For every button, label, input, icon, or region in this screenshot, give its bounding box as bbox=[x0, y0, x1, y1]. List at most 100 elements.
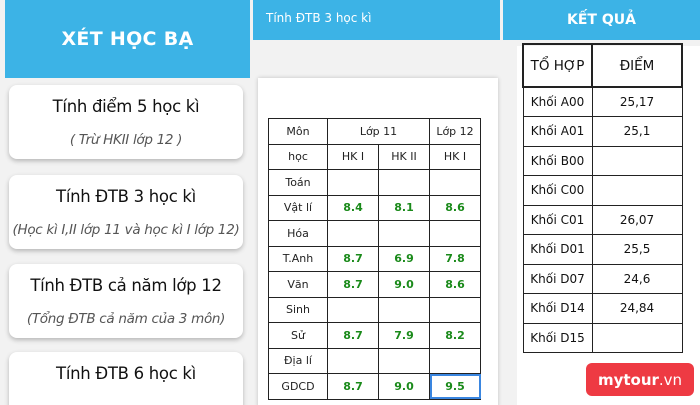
middle-header-title: Tính ĐTB 3 học kì bbox=[253, 0, 500, 40]
card-title: Tính ĐTB 3 học kì bbox=[56, 187, 196, 206]
right-header-title: KẾT QUẢ bbox=[503, 0, 700, 40]
table-row: Địa lí bbox=[268, 347, 481, 374]
subject-label: Sử bbox=[268, 322, 328, 349]
header-lop12-hk1: HK I bbox=[429, 143, 481, 170]
table-row: Khối A00 25,17 bbox=[522, 86, 683, 117]
card-title: Tính điểm 5 học kì bbox=[52, 97, 200, 116]
middle-panel: Tính ĐTB 3 học kì Môn Lớp 11 Lớp 12 học … bbox=[253, 0, 500, 405]
block-label: Khối C01 bbox=[522, 204, 593, 235]
subject-label: Vật lí bbox=[268, 194, 328, 221]
block-score: 25,17 bbox=[591, 86, 683, 117]
block-score: 25,1 bbox=[591, 116, 683, 147]
header-mon: Môn bbox=[268, 118, 328, 145]
table-row: Khối D14 24,84 bbox=[522, 293, 683, 324]
score-input[interactable]: 8.7 bbox=[327, 245, 379, 272]
table-row: Toán bbox=[268, 169, 481, 196]
table-row: Khối D15 bbox=[522, 322, 683, 353]
left-panel: XÉT HỌC BẠ Tính điểm 5 học kì ( Trừ HKII… bbox=[0, 0, 250, 405]
score-input[interactable]: 8.1 bbox=[378, 194, 430, 221]
score-input[interactable] bbox=[378, 169, 430, 196]
grade-sheet: Môn Lớp 11 Lớp 12 học HK I HK II HK I To… bbox=[258, 78, 498, 405]
table-row: Vật lí 8.4 8.1 8.6 bbox=[268, 194, 481, 221]
block-label: Khối D07 bbox=[522, 263, 593, 294]
block-score: 25,5 bbox=[591, 234, 683, 265]
header-to-hop: TỔ HỢP bbox=[522, 43, 593, 88]
score-input[interactable]: 9.0 bbox=[378, 271, 430, 298]
table-row: Khối C00 bbox=[522, 175, 683, 206]
block-label: Khối D14 bbox=[522, 293, 593, 324]
block-label: Khối D15 bbox=[522, 322, 593, 353]
score-input[interactable]: 8.7 bbox=[327, 373, 379, 400]
card-subtitle: ( Trừ HKII lớp 12 ) bbox=[69, 132, 183, 148]
score-input[interactable]: 8.7 bbox=[327, 322, 379, 349]
score-input[interactable]: 9.0 bbox=[378, 373, 430, 400]
score-input-focused[interactable]: 9.5 bbox=[429, 373, 481, 400]
score-input[interactable]: 8.7 bbox=[327, 271, 379, 298]
table-row: Khối D07 24,6 bbox=[522, 263, 683, 294]
card-subtitle: (Học kì I,II lớp 11 và học kì I lớp 12) bbox=[12, 222, 240, 238]
score-input[interactable]: 8.4 bbox=[327, 194, 379, 221]
score-input[interactable]: 7.8 bbox=[429, 245, 481, 272]
card-grade-12-year[interactable]: Tính ĐTB cả năm lớp 12 (Tổng ĐTB cả năm … bbox=[9, 264, 243, 338]
table-row: Sử 8.7 7.9 8.2 bbox=[268, 322, 481, 349]
block-score bbox=[591, 145, 683, 176]
block-score: 26,07 bbox=[591, 204, 683, 235]
table-row: Khối D01 25,5 bbox=[522, 234, 683, 265]
block-label: Khối C00 bbox=[522, 175, 593, 206]
table-row: T.Anh 8.7 6.9 7.8 bbox=[268, 245, 481, 272]
watermark-tld: .vn bbox=[658, 370, 683, 389]
block-score bbox=[591, 322, 683, 353]
score-input[interactable] bbox=[327, 296, 379, 323]
score-input[interactable] bbox=[429, 220, 481, 247]
grade-table: Môn Lớp 11 Lớp 12 học HK I HK II HK I To… bbox=[268, 118, 481, 400]
subject-label: GDCD bbox=[268, 373, 328, 400]
card-6-semesters[interactable]: Tính ĐTB 6 học kì bbox=[9, 352, 243, 405]
score-input[interactable]: 8.2 bbox=[429, 322, 481, 349]
block-label: Khối A00 bbox=[522, 86, 593, 117]
subject-label: Toán bbox=[268, 169, 328, 196]
card-title: Tính ĐTB cả năm lớp 12 bbox=[30, 276, 222, 295]
right-panel: KẾT QUẢ TỔ HỢP ĐIỂM Khối A00 25,17 Khối … bbox=[503, 0, 700, 405]
mytour-watermark-logo: mytour .vn bbox=[586, 363, 694, 396]
table-row: Khối C01 26,07 bbox=[522, 204, 683, 235]
header-hoc: học bbox=[268, 143, 328, 170]
score-input[interactable]: 6.9 bbox=[378, 245, 430, 272]
score-input[interactable] bbox=[327, 347, 379, 374]
card-3-semesters[interactable]: Tính ĐTB 3 học kì (Học kì I,II lớp 11 và… bbox=[9, 175, 243, 249]
score-input[interactable] bbox=[327, 169, 379, 196]
score-input[interactable]: 7.9 bbox=[378, 322, 430, 349]
table-row: GDCD 8.7 9.0 9.5 bbox=[268, 373, 481, 400]
block-label: Khối D01 bbox=[522, 234, 593, 265]
score-input[interactable]: 8.6 bbox=[429, 271, 481, 298]
score-input[interactable] bbox=[429, 347, 481, 374]
header-lop11-hk1: HK I bbox=[327, 143, 379, 170]
table-row: Khối B00 bbox=[522, 145, 683, 176]
header-diem: ĐIỂM bbox=[591, 43, 683, 88]
header-lop11: Lớp 11 bbox=[327, 118, 430, 145]
score-input[interactable] bbox=[429, 169, 481, 196]
score-input[interactable] bbox=[378, 220, 430, 247]
score-input[interactable] bbox=[378, 347, 430, 374]
table-row: Sinh bbox=[268, 296, 481, 323]
score-input[interactable] bbox=[378, 296, 430, 323]
watermark-brand: mytour bbox=[597, 370, 659, 389]
left-header-title: XÉT HỌC BẠ bbox=[5, 0, 250, 78]
result-table: TỔ HỢP ĐIỂM Khối A00 25,17 Khối A01 25,1… bbox=[522, 43, 683, 353]
block-label: Khối B00 bbox=[522, 145, 593, 176]
score-input[interactable]: 8.6 bbox=[429, 194, 481, 221]
subject-label: Hóa bbox=[268, 220, 328, 247]
score-input[interactable] bbox=[327, 220, 379, 247]
subject-label: T.Anh bbox=[268, 245, 328, 272]
header-lop12: Lớp 12 bbox=[429, 118, 481, 145]
score-input[interactable] bbox=[429, 296, 481, 323]
block-score: 24,84 bbox=[591, 293, 683, 324]
header-lop11-hk2: HK II bbox=[378, 143, 430, 170]
subject-label: Địa lí bbox=[268, 347, 328, 374]
block-score bbox=[591, 175, 683, 206]
subject-label: Sinh bbox=[268, 296, 328, 323]
table-row: Khối A01 25,1 bbox=[522, 116, 683, 147]
block-score: 24,6 bbox=[591, 263, 683, 294]
card-subtitle: (Tổng ĐTB cả năm của 3 môn) bbox=[26, 311, 226, 327]
subject-label: Văn bbox=[268, 271, 328, 298]
card-5-semesters[interactable]: Tính điểm 5 học kì ( Trừ HKII lớp 12 ) bbox=[9, 85, 243, 159]
